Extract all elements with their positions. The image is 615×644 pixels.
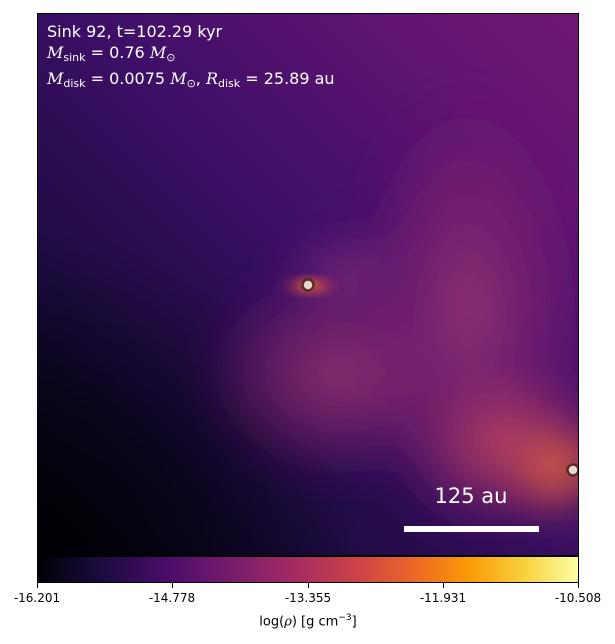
sink-marker-secondary [566,463,578,477]
colorbar-tick [578,583,579,588]
scale-bar-label: 125 au [434,484,508,508]
density-image [38,14,578,555]
colorbar-tick-label: -14.778 [148,591,196,605]
colorbar-tick-label: -11.931 [419,591,467,605]
colorbar-tick-label: -10.508 [554,591,602,605]
density-map [37,13,579,556]
sink-mass-line: Msink = 0.76 M⊙ [47,43,176,64]
colorbar-label: log(ρ) [g cm−3] [259,613,357,630]
scale-bar [404,526,539,532]
colorbar-tick [172,583,173,588]
colorbar-tick [308,583,309,588]
colorbar [37,556,579,583]
sink-marker-primary [301,278,315,292]
info-annotation: Sink 92, t=102.29 kyr Msink = 0.76 M⊙ Md… [47,21,335,94]
sink-time-line: Sink 92, t=102.29 kyr [47,22,223,41]
disk-line: Mdisk = 0.0075 M⊙, Rdisk = 25.89 au [47,69,335,90]
colorbar-tick [443,583,444,588]
colorbar-tick-label: -16.201 [13,591,61,605]
colorbar-tick [37,583,38,588]
colorbar-tick-label: -13.355 [284,591,332,605]
